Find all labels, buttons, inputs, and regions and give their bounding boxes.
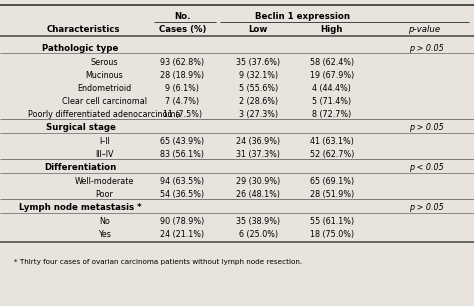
Text: III–IV: III–IV (95, 150, 114, 159)
Text: 8 (72.7%): 8 (72.7%) (312, 110, 351, 119)
Text: 4 (44.4%): 4 (44.4%) (312, 84, 351, 93)
Text: Lymph node metastasis *: Lymph node metastasis * (19, 203, 142, 212)
Text: p > 0.05: p > 0.05 (409, 203, 444, 212)
Text: 41 (63.1%): 41 (63.1%) (310, 137, 354, 146)
Text: p-value: p-value (408, 24, 440, 34)
Text: Cases (%): Cases (%) (159, 24, 206, 34)
Text: No.: No. (174, 12, 191, 21)
Text: Clear cell carcinomal: Clear cell carcinomal (62, 97, 147, 106)
Text: 28 (18.9%): 28 (18.9%) (160, 71, 205, 80)
Text: Characteristics: Characteristics (46, 24, 120, 34)
Text: 35 (38.9%): 35 (38.9%) (236, 217, 281, 226)
Text: 24 (21.1%): 24 (21.1%) (160, 230, 205, 239)
Text: Endometrioid: Endometrioid (77, 84, 131, 93)
Text: 3 (27.3%): 3 (27.3%) (239, 110, 278, 119)
Text: 94 (63.5%): 94 (63.5%) (160, 177, 205, 186)
Text: 90 (78.9%): 90 (78.9%) (160, 217, 205, 226)
Text: No: No (99, 217, 109, 226)
Text: 83 (56.1%): 83 (56.1%) (161, 150, 204, 159)
Text: 11 (7.5%): 11 (7.5%) (163, 110, 202, 119)
Text: * Thirty four cases of ovarian carcinoma patients without lymph node resection.: * Thirty four cases of ovarian carcinoma… (14, 259, 302, 265)
Text: 19 (67.9%): 19 (67.9%) (310, 71, 354, 80)
Text: 6 (25.0%): 6 (25.0%) (239, 230, 278, 239)
Text: 65 (69.1%): 65 (69.1%) (310, 177, 354, 186)
Text: High: High (320, 24, 343, 34)
Text: Beclin 1 expression: Beclin 1 expression (255, 12, 350, 21)
Text: p > 0.05: p > 0.05 (409, 123, 444, 132)
Text: 58 (62.4%): 58 (62.4%) (310, 58, 354, 67)
Text: 35 (37.6%): 35 (37.6%) (236, 58, 281, 67)
Text: 29 (30.9%): 29 (30.9%) (236, 177, 281, 186)
Text: 26 (48.1%): 26 (48.1%) (237, 190, 280, 199)
Text: Pathologic type: Pathologic type (42, 44, 119, 53)
Text: 31 (37.3%): 31 (37.3%) (237, 150, 280, 159)
Text: 2 (28.6%): 2 (28.6%) (239, 97, 278, 106)
Text: Poorly differentiated adenocarcinoma: Poorly differentiated adenocarcinoma (28, 110, 181, 119)
Text: 28 (51.9%): 28 (51.9%) (310, 190, 354, 199)
Text: Surgical stage: Surgical stage (46, 123, 116, 132)
Text: Yes: Yes (98, 230, 111, 239)
Text: 7 (4.7%): 7 (4.7%) (165, 97, 200, 106)
Text: 54 (36.5%): 54 (36.5%) (160, 190, 205, 199)
Text: 93 (62.8%): 93 (62.8%) (160, 58, 205, 67)
Text: Poor: Poor (95, 190, 113, 199)
Text: 5 (71.4%): 5 (71.4%) (312, 97, 351, 106)
Text: p > 0.05: p > 0.05 (409, 44, 444, 53)
Text: Differentiation: Differentiation (45, 163, 117, 173)
Text: 24 (36.9%): 24 (36.9%) (236, 137, 281, 146)
Text: 52 (62.7%): 52 (62.7%) (310, 150, 354, 159)
Text: Low: Low (249, 24, 268, 34)
Text: 9 (6.1%): 9 (6.1%) (165, 84, 200, 93)
Text: Well-moderate: Well-moderate (74, 177, 134, 186)
Text: 65 (43.9%): 65 (43.9%) (160, 137, 205, 146)
Text: 18 (75.0%): 18 (75.0%) (310, 230, 354, 239)
Text: Serous: Serous (91, 58, 118, 67)
Text: 55 (61.1%): 55 (61.1%) (310, 217, 354, 226)
Text: p < 0.05: p < 0.05 (409, 163, 444, 173)
Text: Mucinous: Mucinous (85, 71, 123, 80)
Text: 5 (55.6%): 5 (55.6%) (239, 84, 278, 93)
Text: 9 (32.1%): 9 (32.1%) (239, 71, 278, 80)
Text: I–II: I–II (99, 137, 109, 146)
